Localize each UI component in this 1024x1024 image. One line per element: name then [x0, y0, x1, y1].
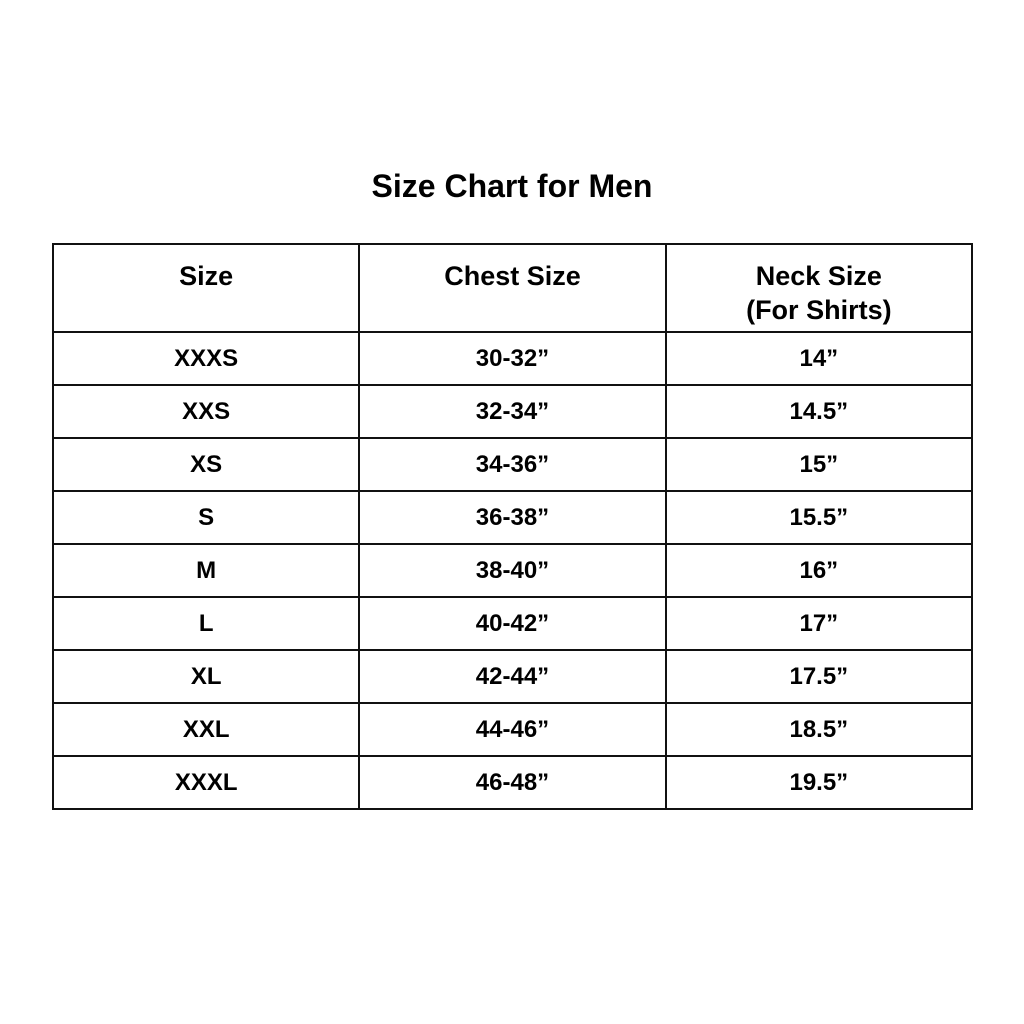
cell-chest: 42-44” — [358, 649, 667, 704]
cell-neck: 14” — [664, 331, 974, 386]
cell-size: S — [51, 490, 361, 545]
table-row: XS 34-36” 15” — [51, 437, 974, 492]
cell-neck: 15.5” — [664, 490, 974, 545]
header-neck-sublabel: (For Shirts) — [746, 295, 892, 325]
cell-chest: 30-32” — [358, 331, 667, 386]
header-neck-size: Neck Size (For Shirts) — [664, 243, 974, 333]
header-row: Size Chest Size Neck Size (For Shirts) — [51, 243, 974, 333]
table-row: XXL 44-46” 18.5” — [51, 702, 974, 757]
cell-chest: 36-38” — [358, 490, 667, 545]
table-row: XXXS 30-32” 14” — [51, 331, 974, 386]
table-row: M 38-40” 16” — [51, 543, 974, 598]
table-row: S 36-38” 15.5” — [51, 490, 974, 545]
cell-size: L — [51, 596, 361, 651]
cell-neck: 18.5” — [664, 702, 974, 757]
cell-neck: 14.5” — [664, 384, 974, 439]
cell-neck: 19.5” — [664, 755, 974, 810]
header-chest-size: Chest Size — [358, 243, 667, 333]
page-title: Size Chart for Men — [371, 168, 653, 204]
cell-chest: 40-42” — [358, 596, 667, 651]
cell-neck: 17” — [664, 596, 974, 651]
cell-neck: 16” — [664, 543, 974, 598]
table-row: XXS 32-34” 14.5” — [51, 384, 974, 439]
cell-chest: 44-46” — [358, 702, 667, 757]
cell-size: XXL — [51, 702, 361, 757]
header-size: Size — [51, 243, 361, 333]
cell-size: XXXL — [51, 755, 361, 810]
cell-size: XXXS — [51, 331, 361, 386]
cell-size: M — [51, 543, 361, 598]
cell-chest: 46-48” — [358, 755, 667, 810]
cell-chest: 38-40” — [358, 543, 667, 598]
table-row: L 40-42” 17” — [51, 596, 974, 651]
size-chart-table: Size Chest Size Neck Size (For Shirts) XX… — [51, 243, 974, 810]
table-row: XL 42-44” 17.5” — [51, 649, 974, 704]
cell-neck: 17.5” — [664, 649, 974, 704]
cell-chest: 34-36” — [358, 437, 667, 492]
cell-size: XL — [51, 649, 361, 704]
header-neck-label: Neck Size — [755, 261, 882, 291]
cell-neck: 15” — [664, 437, 974, 492]
cell-size: XXS — [51, 384, 361, 439]
cell-chest: 32-34” — [358, 384, 667, 439]
table-row: XXXL 46-48” 19.5” — [51, 755, 974, 810]
cell-size: XS — [51, 437, 361, 492]
